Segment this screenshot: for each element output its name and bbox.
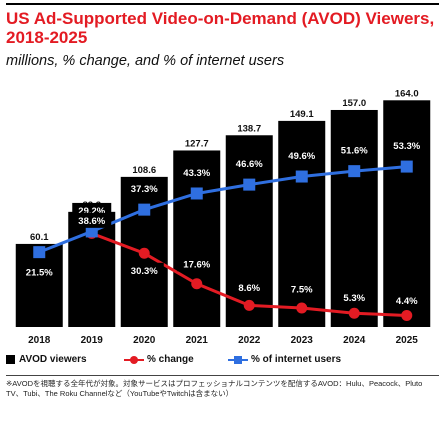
change-value-label: 8.6%	[238, 283, 260, 294]
top-rule	[6, 3, 439, 5]
change-value-label: 5.3%	[343, 293, 365, 304]
chart-area: 60.1201883.32019108.62020127.72021138.72…	[15, 88, 431, 346]
change-value-label-box	[72, 212, 112, 228]
share-value-label-box	[19, 264, 59, 280]
share-value-label-box	[229, 156, 269, 172]
share-point	[138, 203, 151, 216]
chart-subtitle: millions, % change, and % of internet us…	[6, 53, 285, 69]
share-value-label: 29.2%	[78, 206, 105, 217]
share-value-label-box	[334, 142, 374, 158]
legend-label-change: % change	[147, 354, 194, 365]
bar-value-label: 108.6	[132, 165, 156, 176]
change-value-label-box	[124, 262, 164, 278]
bar-value-label: 164.0	[395, 88, 419, 99]
footnote: ※AVODを視聴する全年代が対象。対象サービスはプロフェッショナルコンテンツを配…	[6, 379, 423, 398]
bar-value-label: 149.1	[290, 109, 314, 120]
legend-bar-swatch	[6, 355, 15, 364]
change-value-label: 4.4%	[396, 296, 418, 307]
change-point	[191, 278, 203, 290]
share-point	[190, 187, 203, 200]
change-value-label: 38.6%	[78, 216, 105, 227]
note-rule	[6, 375, 439, 376]
x-tick-label: 2025	[396, 335, 419, 346]
share-value-label: 49.6%	[288, 151, 315, 162]
bar-value-label: 60.1	[30, 232, 49, 243]
share-value-label-box	[387, 138, 427, 154]
chart-title: US Ad-Supported Video-on-Demand (AVOD) V…	[6, 9, 435, 47]
change-point	[243, 299, 255, 311]
change-value-label-box	[232, 279, 266, 295]
share-value-label-box	[124, 181, 164, 197]
bar-value-label: 138.7	[237, 123, 261, 134]
share-value-label: 43.3%	[183, 168, 210, 179]
share-point	[400, 160, 413, 173]
share-value-label: 37.3%	[131, 184, 158, 195]
change-value-label: 30.3%	[131, 266, 158, 277]
share-point	[243, 178, 256, 191]
share-point	[295, 170, 308, 183]
x-tick-label: 2018	[28, 335, 51, 346]
share-value-label: 21.5%	[26, 268, 53, 279]
change-point	[348, 307, 360, 319]
change-value-label-box	[390, 292, 424, 308]
legend-line-swatch-share	[228, 355, 248, 365]
x-tick-label: 2019	[81, 335, 104, 346]
legend-item-share: % of internet users	[228, 354, 341, 365]
legend-label-viewers: AVOD viewers	[19, 354, 87, 365]
share-value-label: 46.6%	[236, 159, 263, 170]
share-value-label-box	[282, 148, 322, 164]
share-value-label-box	[177, 164, 217, 180]
share-point	[33, 246, 46, 259]
bar-value-label: 157.0	[342, 98, 366, 109]
x-tick-label: 2024	[343, 335, 366, 346]
legend-item-change: % change	[124, 354, 194, 365]
share-point	[85, 225, 98, 238]
change-value-label-box	[337, 289, 371, 305]
share-value-label: 53.3%	[393, 141, 420, 152]
x-tick-label: 2020	[133, 335, 156, 346]
change-value-label-box	[285, 281, 319, 297]
x-tick-label: 2022	[238, 335, 261, 346]
change-point	[138, 247, 150, 259]
x-tick-label: 2023	[291, 335, 314, 346]
bar-value-label: 127.7	[185, 138, 209, 149]
share-point	[348, 165, 361, 178]
change-value-label: 7.5%	[291, 285, 313, 296]
legend-line-swatch-change	[124, 355, 144, 365]
share-value-label: 51.6%	[341, 146, 368, 157]
change-point	[401, 309, 413, 321]
change-value-label-box	[177, 256, 217, 272]
legend-item-viewers: AVOD viewers	[6, 354, 87, 365]
change-point	[296, 302, 308, 314]
legend-label-share: % of internet users	[251, 354, 342, 365]
chart-legend: AVOD viewers % change % of internet user…	[6, 353, 439, 369]
change-value-label: 17.6%	[183, 259, 210, 270]
x-tick-label: 2021	[186, 335, 209, 346]
